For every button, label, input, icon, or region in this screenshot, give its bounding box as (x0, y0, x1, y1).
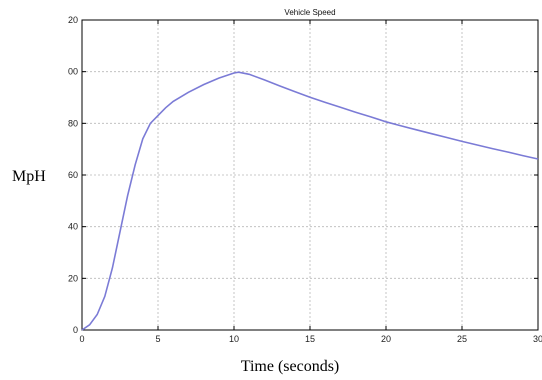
x-tick-label: 5 (155, 334, 160, 344)
x-tick-label: 25 (457, 334, 467, 344)
y-tick-label: 0 (73, 325, 78, 335)
grid (82, 20, 538, 330)
x-tick-label: 10 (229, 334, 239, 344)
x-tick-label: 0 (79, 334, 84, 344)
y-tick-label: 80 (68, 118, 78, 128)
x-tick-labels: 0 5 10 15 20 25 30 (79, 334, 542, 344)
series-line-0 (81, 71, 539, 331)
chart-title: Vehicle Speed (284, 8, 335, 17)
x-tick-label: 15 (305, 334, 315, 344)
y-tick-label: 20 (68, 15, 78, 25)
x-axis-title: Time (seconds) (241, 358, 340, 375)
y-tick-label: 00 (68, 67, 78, 77)
y-tick-label: 40 (68, 222, 78, 232)
x-tick-label: 20 (381, 334, 391, 344)
axis-ticks (81, 19, 539, 331)
y-tick-labels: 0 20 40 60 80 00 20 (68, 15, 78, 335)
x-tick-label: 30 (533, 334, 542, 344)
series-layer (81, 71, 539, 331)
y-axis-title: MpH (12, 168, 46, 185)
y-tick-label: 60 (68, 170, 78, 180)
y-tick-label: 20 (68, 273, 78, 283)
